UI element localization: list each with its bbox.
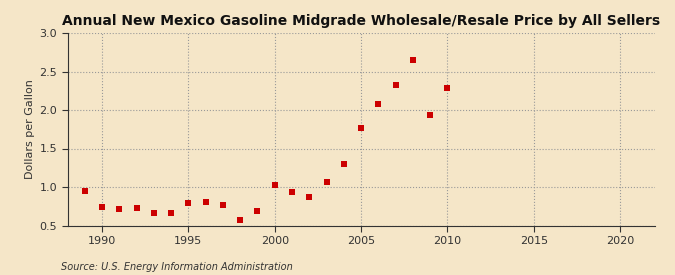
- Point: [252, 209, 263, 213]
- Point: [356, 125, 367, 130]
- Point: [390, 82, 401, 87]
- Point: [442, 86, 453, 90]
- Point: [217, 202, 228, 207]
- Point: [408, 58, 418, 62]
- Point: [148, 211, 159, 215]
- Y-axis label: Dollars per Gallon: Dollars per Gallon: [25, 79, 35, 179]
- Point: [287, 190, 298, 195]
- Point: [131, 206, 142, 210]
- Point: [338, 162, 349, 166]
- Point: [114, 207, 125, 211]
- Point: [235, 218, 246, 222]
- Point: [269, 183, 280, 188]
- Point: [97, 205, 107, 209]
- Point: [166, 211, 177, 215]
- Point: [425, 112, 435, 117]
- Point: [373, 102, 384, 106]
- Point: [183, 201, 194, 205]
- Point: [80, 189, 90, 193]
- Point: [200, 200, 211, 205]
- Point: [321, 180, 332, 185]
- Point: [304, 195, 315, 199]
- Title: Annual New Mexico Gasoline Midgrade Wholesale/Resale Price by All Sellers: Annual New Mexico Gasoline Midgrade Whol…: [62, 14, 660, 28]
- Text: Source: U.S. Energy Information Administration: Source: U.S. Energy Information Administ…: [61, 262, 292, 272]
